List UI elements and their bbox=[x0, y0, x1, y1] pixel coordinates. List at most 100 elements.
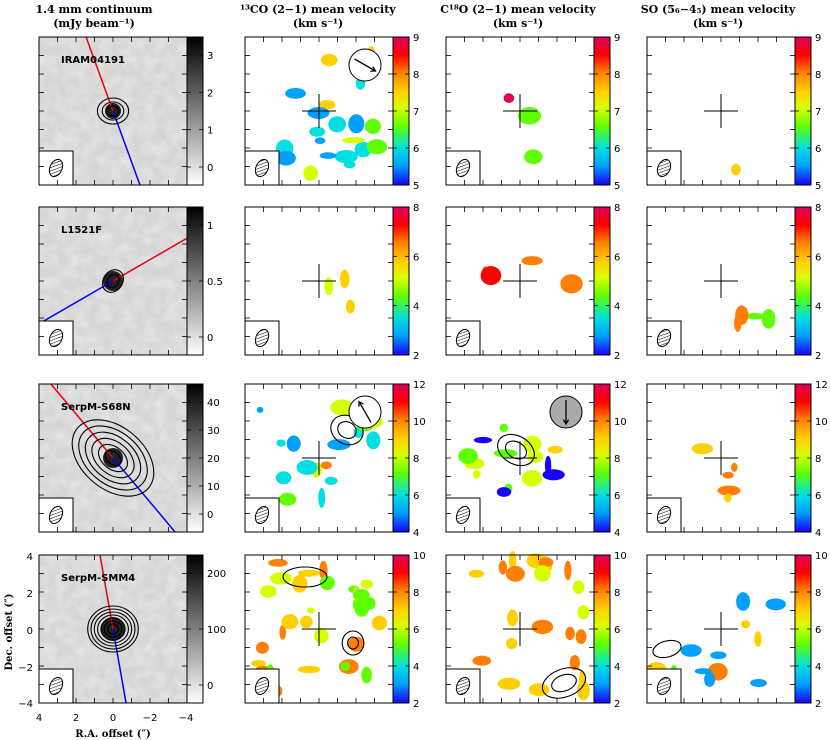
column-titles: 1.4 mm continuum (mJy beam⁻¹) ¹³CO (2−1)… bbox=[36, 3, 796, 30]
colorbar-tick-label: 4 bbox=[614, 302, 620, 313]
velocity-pixel-patch bbox=[348, 636, 365, 652]
x-tick-label: −4 bbox=[179, 713, 194, 724]
col-title-continuum-line1: 1.4 mm continuum bbox=[36, 3, 153, 16]
intensity-contour bbox=[652, 639, 682, 659]
velocity-pixel-patch bbox=[309, 126, 326, 137]
beam-ellipse bbox=[455, 505, 471, 525]
colorbar-tick-label: 7 bbox=[815, 107, 821, 118]
colorbar-tick-label: 6 bbox=[614, 144, 620, 155]
colorbar-tick-label: 0.5 bbox=[207, 277, 223, 288]
beam-ellipse bbox=[455, 328, 471, 348]
velocity-pixel-patch bbox=[505, 565, 525, 582]
beam-ellipse bbox=[48, 158, 64, 178]
gradient-arrow-head bbox=[562, 419, 570, 426]
col-title-13co-line2: (km s⁻¹) bbox=[293, 17, 343, 30]
velocity-pixel-patch bbox=[508, 551, 517, 570]
colorbar bbox=[593, 206, 611, 356]
outflow-red-axis bbox=[85, 37, 114, 112]
velocity-pixel-patch bbox=[503, 93, 515, 103]
velocity-pixel-patch bbox=[292, 574, 308, 593]
col-title-so-line1: SO (5₆−4₅) mean velocity bbox=[641, 3, 796, 16]
colorbar-tick-label: 2 bbox=[815, 351, 821, 362]
intensity-contour bbox=[71, 419, 155, 497]
velocity-pixel-patch bbox=[722, 471, 734, 479]
velocity-pixel-patch bbox=[507, 609, 518, 627]
beam-ellipse bbox=[656, 158, 672, 178]
velocity-pixel-patch bbox=[480, 266, 502, 286]
velocity-pixel-patch bbox=[251, 660, 266, 667]
source-name: L1521F bbox=[61, 225, 102, 236]
source-name: IRAM04191 bbox=[61, 55, 125, 66]
velocity-pixel-patch bbox=[297, 665, 321, 674]
continuum-panel: SerpM-S68N 0 10 20 30 40 bbox=[38, 383, 220, 533]
velocity-pixel-patch bbox=[320, 461, 332, 470]
source-name: SerpM-SMM4 bbox=[61, 573, 135, 584]
panel-rows: IRAM041910123567895678956789L1521F00.512… bbox=[38, 33, 828, 710]
velocity-panel: 2 4 6 8 10 bbox=[445, 551, 627, 710]
velocity-panel: 2 4 6 8 10 bbox=[646, 551, 828, 710]
colorbar-tick-label: 8 bbox=[413, 588, 419, 599]
velocity-pixel-patch bbox=[268, 559, 288, 567]
beam-ellipse bbox=[656, 328, 672, 348]
velocity-pixel-patch bbox=[342, 137, 365, 144]
y-tick-label: −2 bbox=[18, 663, 33, 674]
velocity-pixel-patch bbox=[361, 666, 372, 684]
continuum-panel: L1521F 0 0.5 1 bbox=[38, 206, 223, 356]
velocity-pixel-patch bbox=[472, 470, 481, 479]
velocity-pixel-patch bbox=[735, 305, 749, 325]
colorbar-tick-label: 8 bbox=[614, 70, 620, 81]
y-axis-label: Dec. offset (″) bbox=[4, 594, 15, 671]
intensity-contour bbox=[104, 450, 122, 466]
velocity-pixel-patch bbox=[275, 471, 292, 485]
velocity-pixel-patch bbox=[560, 274, 583, 294]
col-title-so-line2: (km s⁻¹) bbox=[693, 17, 743, 30]
velocity-pixel-patch bbox=[704, 672, 716, 687]
gradient-arrow-head bbox=[370, 66, 377, 72]
gradient-arrow bbox=[354, 58, 376, 72]
colorbar-tick-label: 2 bbox=[413, 699, 419, 710]
outflow-red-axis bbox=[99, 555, 114, 630]
colorbar-tick-label: 6 bbox=[413, 144, 419, 155]
velocity-pixel-patch bbox=[534, 565, 551, 582]
colorbar-tick-label: 10 bbox=[815, 551, 828, 562]
colorbar-tick-label: 8 bbox=[413, 203, 419, 214]
colorbar-tick-label: 7 bbox=[413, 107, 419, 118]
velocity-pixel-patch bbox=[360, 579, 374, 589]
velocity-pixel-patch bbox=[746, 312, 764, 320]
velocity-pixel-patch bbox=[523, 435, 542, 453]
intensity-contour bbox=[100, 617, 126, 641]
velocity-pixel-patch bbox=[371, 615, 387, 631]
intensity-contour bbox=[101, 101, 125, 121]
colorbar-tick-label: 6 bbox=[815, 491, 821, 502]
intensity-contour bbox=[337, 421, 357, 439]
colorbar-tick-label: 8 bbox=[413, 454, 419, 465]
intensity-contour bbox=[84, 431, 142, 485]
colorbar-tick-label: 8 bbox=[815, 588, 821, 599]
outflow-blue-axis bbox=[112, 628, 127, 703]
velocity-pixel-patch bbox=[731, 462, 738, 472]
velocity-pixel-patch bbox=[363, 597, 376, 610]
colorbar-tick-label: 8 bbox=[815, 454, 821, 465]
velocity-pixel-patch bbox=[306, 607, 315, 614]
intensity-contour bbox=[90, 608, 136, 650]
velocity-pixel-patch bbox=[334, 150, 358, 164]
colorbar-tick-label: 4 bbox=[413, 302, 419, 313]
velocity-pixel-patch bbox=[472, 655, 492, 666]
velocity-pixel-patch bbox=[256, 406, 264, 413]
colorbar-tick-label: 12 bbox=[614, 380, 627, 391]
colorbar-tick-label: 4 bbox=[413, 528, 419, 539]
velocity-pixel-patch bbox=[276, 150, 296, 166]
velocity-pixel-patch bbox=[761, 309, 776, 329]
beam-ellipse bbox=[455, 158, 471, 178]
velocity-pixel-patch bbox=[278, 492, 297, 506]
y-tick-label: 4 bbox=[27, 552, 33, 563]
beam-ellipse bbox=[254, 328, 270, 348]
y-tick-label: −4 bbox=[18, 699, 33, 710]
col-title-13co-line1: ¹³CO (2−1) mean velocity bbox=[240, 3, 396, 16]
velocity-panel: 2 4 6 8 10 bbox=[244, 551, 426, 710]
velocity-pixel-patch bbox=[691, 443, 713, 455]
velocity-pixel-patch bbox=[754, 631, 762, 647]
intensity-contour bbox=[97, 443, 129, 473]
col-title-c18o-line2: (km s⁻¹) bbox=[493, 17, 543, 30]
